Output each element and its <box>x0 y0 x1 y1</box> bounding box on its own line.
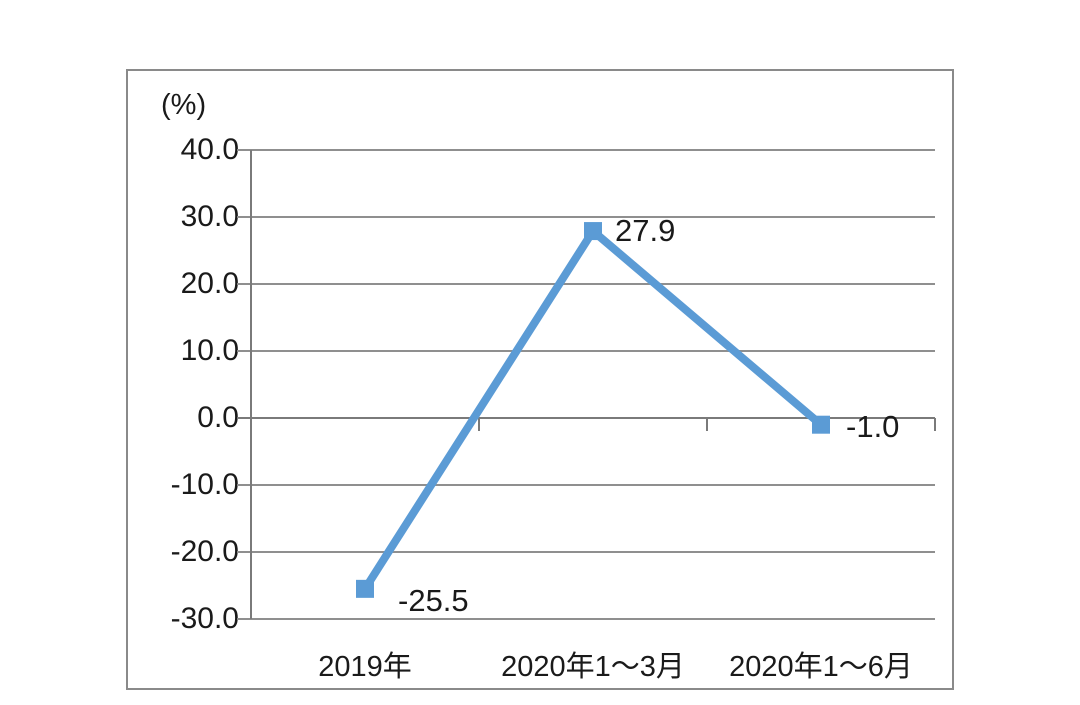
y-axis-line <box>250 150 252 619</box>
data-label: -25.5 <box>398 582 469 618</box>
y-axis-tick-label: 20.0 <box>180 267 239 300</box>
x-axis-tick <box>706 418 708 431</box>
gridline <box>237 350 935 352</box>
y-axis-tick-label: -30.0 <box>170 602 239 635</box>
y-axis-tick-label: 40.0 <box>180 133 239 166</box>
y-axis-tick-label: -10.0 <box>170 468 239 501</box>
x-axis-category-label: 2020年1～3月 <box>501 651 685 683</box>
x-axis-tick <box>250 418 252 431</box>
x-axis-line <box>237 417 935 419</box>
line-series-plot <box>356 222 830 598</box>
x-axis-tick <box>934 418 936 431</box>
y-axis-unit-label: (%) <box>161 89 207 121</box>
y-axis-tick-label: -20.0 <box>170 535 239 568</box>
gridline <box>237 149 935 151</box>
data-point-marker <box>584 222 602 241</box>
x-axis-category-label: 2019年 <box>318 651 412 683</box>
data-point-marker <box>812 415 830 434</box>
y-axis-tick-label: 0.0 <box>197 401 239 434</box>
data-label: 27.9 <box>615 213 676 249</box>
series-line <box>361 225 824 591</box>
x-axis-tick <box>478 418 480 431</box>
y-axis-tick-label: 10.0 <box>180 334 239 367</box>
gridline <box>237 551 935 553</box>
gridline <box>237 283 935 285</box>
data-label: -1.0 <box>846 408 900 444</box>
chart-frame: (%) 40.0 30.0 20.0 10.0 0.0 -10.0 -20.0 -30.0 -… <box>126 69 954 690</box>
gridline <box>237 618 935 620</box>
x-axis-category-label: 2020年1～6月 <box>729 651 913 683</box>
gridline <box>237 216 935 218</box>
data-point-marker <box>356 579 374 598</box>
y-axis-tick-label: 30.0 <box>180 200 239 233</box>
gridline <box>237 484 935 486</box>
